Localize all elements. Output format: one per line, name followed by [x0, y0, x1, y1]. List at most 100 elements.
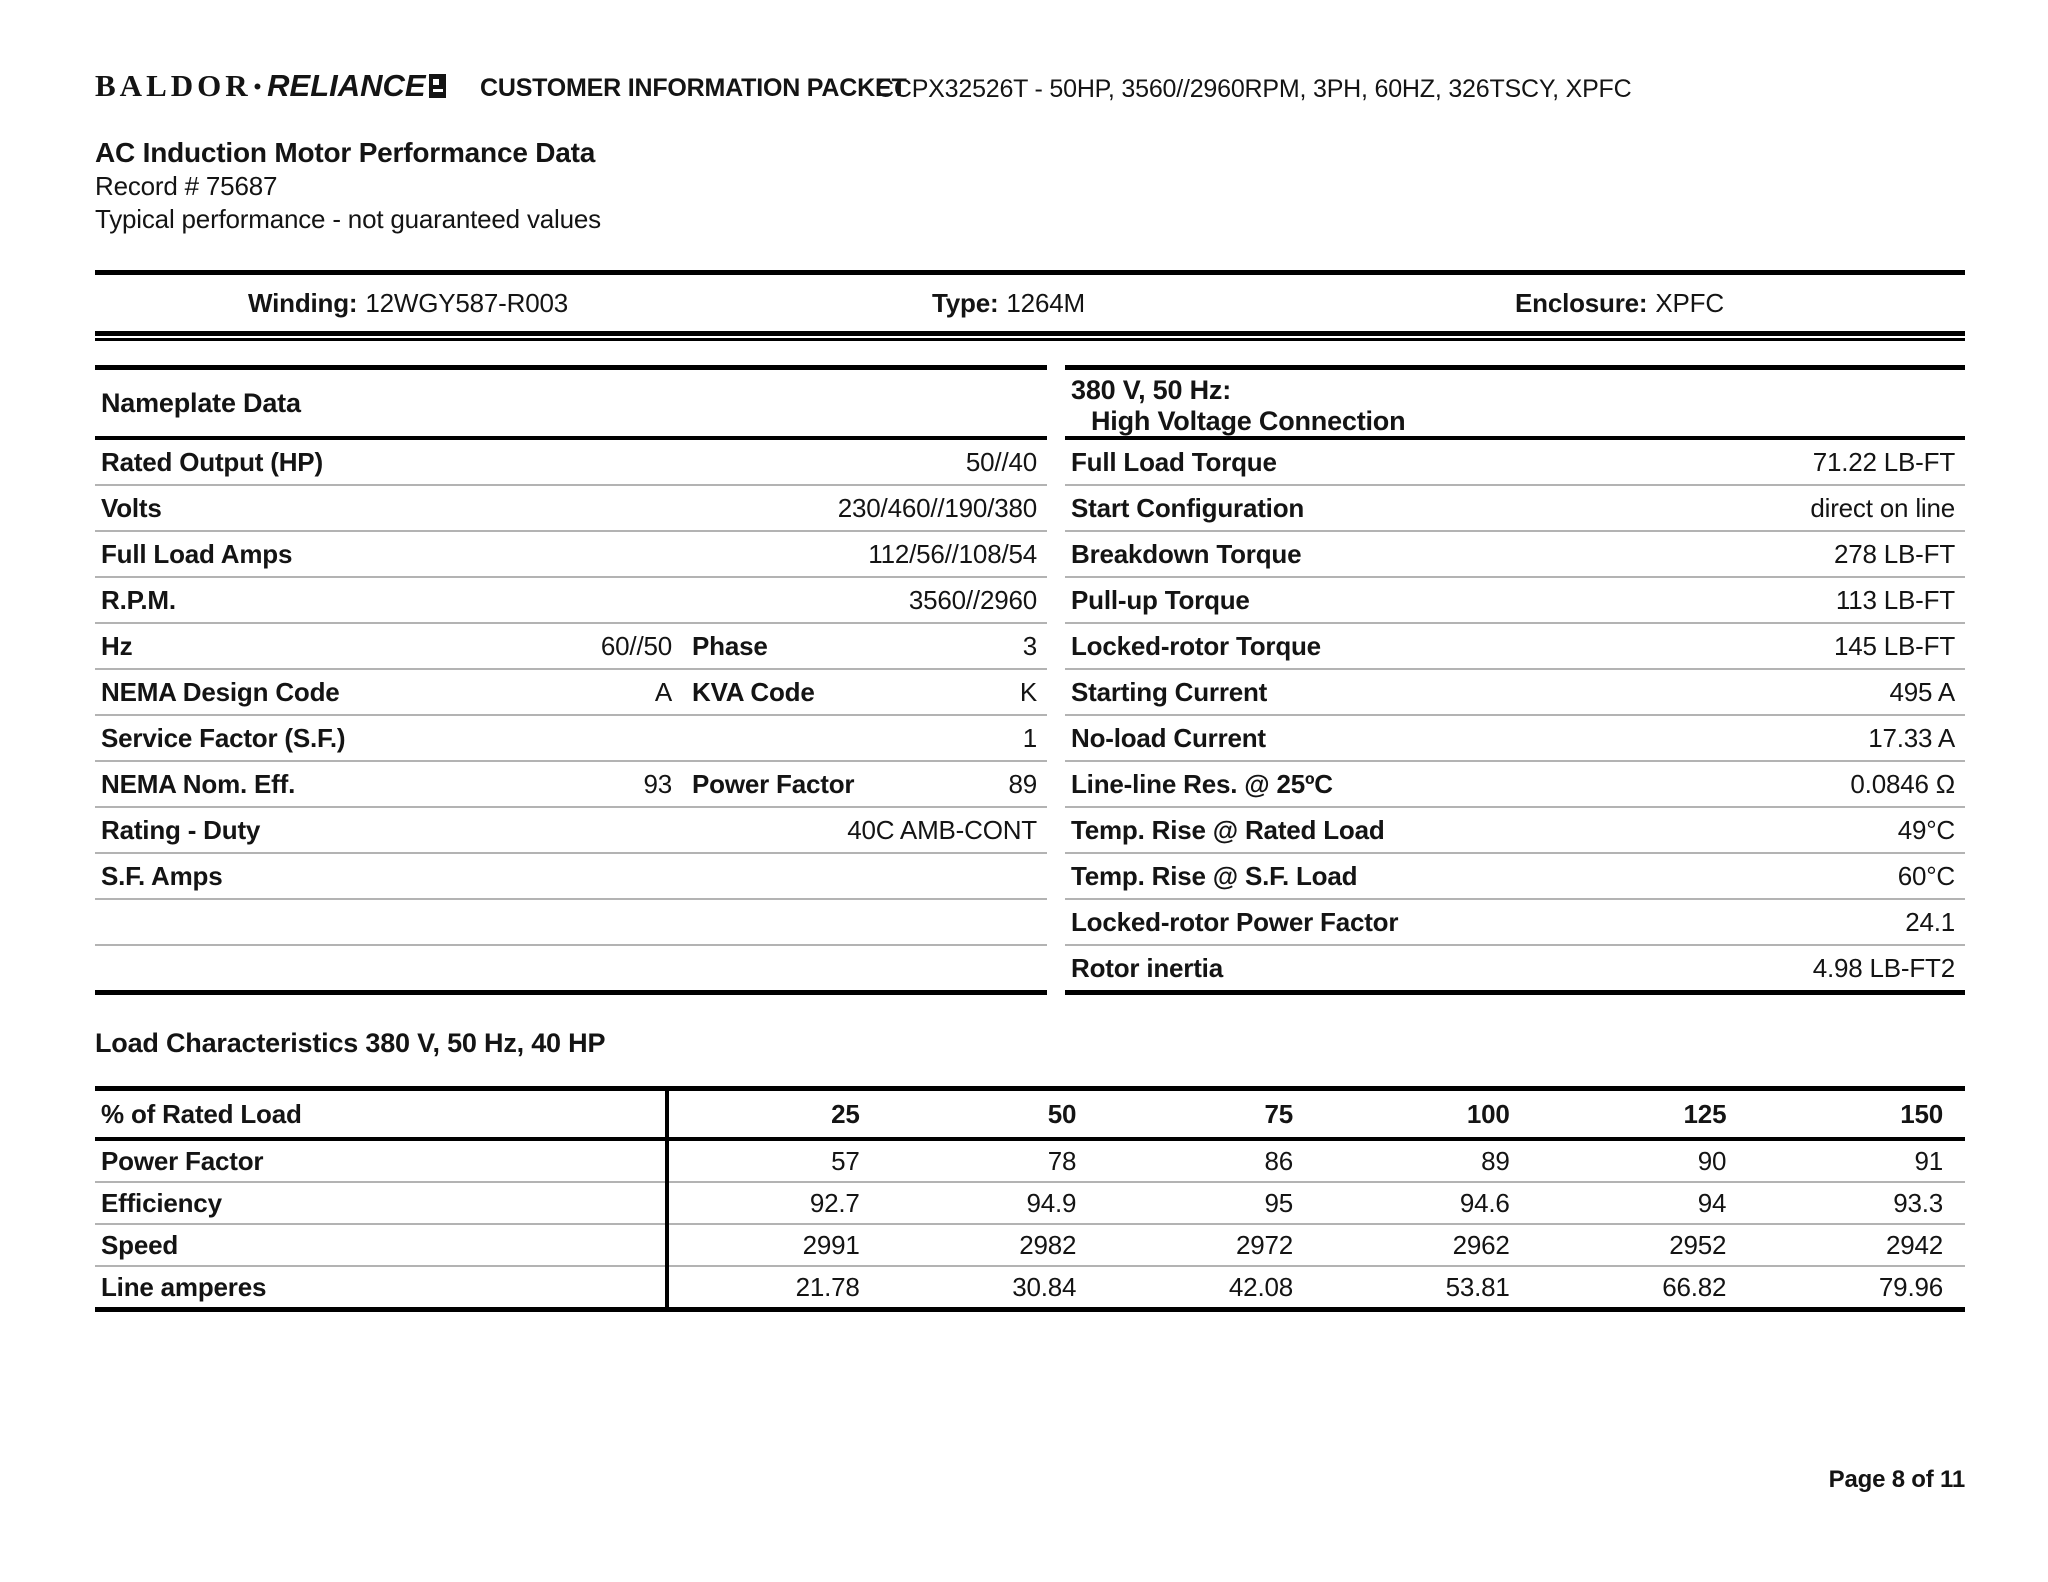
cell-value: 57: [831, 1145, 860, 1176]
row-label: Locked-rotor Torque: [1071, 630, 1321, 661]
table-row: Rating - Duty 40C AMB-CONT: [95, 806, 1047, 852]
table-row: Start Configuration direct on line: [1065, 484, 1965, 530]
winding-field: Winding: 12WGY587-R003: [248, 275, 568, 331]
data-tables: Nameplate Data Rated Output (HP) 50//40 …: [95, 365, 1965, 995]
row-value: 40C AMB-CONT: [847, 814, 1037, 845]
logo-dot-icon: •: [253, 74, 262, 99]
cell-value: 95: [1264, 1187, 1293, 1218]
row-value: 89: [1008, 768, 1037, 799]
table-row: Full Load Torque 71.22 LB-FT: [1065, 440, 1965, 484]
row-label: Rotor inertia: [1071, 952, 1223, 983]
cell-value: 90: [1697, 1145, 1727, 1176]
table-row: Temp. Rise @ S.F. Load 60°C: [1065, 852, 1965, 898]
row-value: 49°C: [1897, 814, 1955, 845]
row-value: K: [1019, 676, 1037, 707]
page-number: Page 8 of 11: [1828, 1466, 1966, 1493]
row-label: S.F. Amps: [101, 860, 223, 891]
column-header: 100: [1466, 1098, 1510, 1129]
column-header: 50: [1047, 1098, 1077, 1129]
table-row: Hz 60//50 Phase 3: [95, 622, 1047, 668]
row-value: 278 LB-FT: [1833, 538, 1955, 569]
row-label: Start Configuration: [1071, 492, 1305, 523]
row-label: Pull-up Torque: [1071, 584, 1250, 615]
row-value: 3560//2960: [908, 584, 1037, 615]
row-value: 93: [643, 768, 672, 799]
row-label: Volts: [101, 492, 162, 523]
cell-value: 66.82: [1662, 1271, 1727, 1302]
row-label: Temp. Rise @ S.F. Load: [1071, 860, 1358, 891]
registered-mark-icon: [428, 74, 446, 98]
winding-summary-bar: Winding: 12WGY587-R003 Type: 1264M Enclosu…: [95, 270, 1965, 341]
logo-baldor-text: BALDOR: [95, 68, 252, 103]
cell-value: 2962: [1452, 1229, 1510, 1260]
row-value: 17.33 A: [1868, 722, 1955, 753]
table-row: S.F. Amps: [95, 852, 1047, 898]
row-label: Full Load Torque: [1071, 446, 1277, 477]
row-value: 1: [1022, 722, 1037, 753]
table-row: [95, 898, 1047, 944]
row-label: No-load Current: [1071, 722, 1266, 753]
column-header: 75: [1264, 1098, 1293, 1129]
table-row: No-load Current 17.33 A: [1065, 714, 1965, 760]
row-value: 113 LB-FT: [1835, 584, 1955, 615]
cell-value: 21.78: [795, 1271, 860, 1302]
table-row: [95, 944, 1047, 990]
table-row: Speed 2991 2982 2972 2962 2952 2942: [95, 1223, 1965, 1265]
column-header: % of Rated Load: [101, 1098, 302, 1129]
table-row: NEMA Design Code A KVA Code K: [95, 668, 1047, 714]
nameplate-table: Nameplate Data Rated Output (HP) 50//40 …: [95, 365, 1047, 995]
row-value: 0.0846 Ω: [1850, 768, 1955, 799]
type-label: Type:: [932, 288, 999, 318]
row-value: 145 LB-FT: [1833, 630, 1955, 661]
row-label: Power Factor: [692, 768, 855, 799]
hv-title-line2: High Voltage Connection: [1091, 406, 1406, 436]
record-number: Record # 75687: [95, 171, 278, 201]
winding-label: Winding:: [248, 288, 358, 318]
row-label: Line amperes: [101, 1271, 267, 1302]
load-characteristics-title: Load Characteristics 380 V, 50 Hz, 40 HP: [95, 1028, 606, 1058]
row-label: Locked-rotor Power Factor: [1071, 906, 1399, 937]
packet-title: CUSTOMER INFORMATION PACKET: [480, 74, 907, 102]
cell-value: 93.3: [1893, 1187, 1943, 1218]
cell-value: 2982: [1019, 1229, 1077, 1260]
cell-value: 94.9: [1026, 1187, 1077, 1218]
row-value: 112/56//108/54: [868, 538, 1037, 569]
row-value: direct on line: [1810, 492, 1955, 523]
table-row: Breakdown Torque 278 LB-FT: [1065, 530, 1965, 576]
table-row: Rotor inertia 4.98 LB-FT2: [1065, 944, 1965, 990]
cell-value: 30.84: [1012, 1271, 1077, 1302]
table-row: Efficiency 92.7 94.9 95 94.6 94 93.3: [95, 1181, 1965, 1223]
row-label: Power Factor: [101, 1145, 264, 1176]
row-label: Phase: [692, 630, 768, 661]
table-row: Locked-rotor Torque 145 LB-FT: [1065, 622, 1965, 668]
row-label: Rated Output (HP): [101, 446, 323, 477]
table-row: Full Load Amps 112/56//108/54: [95, 530, 1047, 576]
cell-value: 2991: [802, 1229, 860, 1260]
row-label: Breakdown Torque: [1071, 538, 1302, 569]
row-value: A: [654, 676, 672, 707]
table-row: Power Factor 57 78 86 89 90 91: [95, 1141, 1965, 1181]
row-label: Hz: [101, 630, 133, 661]
table-row: Locked-rotor Power Factor 24.1: [1065, 898, 1965, 944]
row-label: KVA Code: [692, 676, 815, 707]
high-voltage-table-title: 380 V, 50 Hz: High Voltage Connection: [1065, 370, 1965, 440]
table-row: Volts 230/460//190/380: [95, 484, 1047, 530]
column-header: 125: [1683, 1098, 1727, 1129]
cell-value: 89: [1481, 1145, 1510, 1176]
table-row: Line-line Res. @ 25ºC 0.0846 Ω: [1065, 760, 1965, 806]
type-field: Type: 1264M: [932, 275, 1085, 331]
row-label: Speed: [101, 1229, 179, 1260]
page-title: AC Induction Motor Performance Data: [95, 137, 596, 168]
table-row: Pull-up Torque 113 LB-FT: [1065, 576, 1965, 622]
row-value: 230/460//190/380: [837, 492, 1037, 523]
table-row: Service Factor (S.F.) 1: [95, 714, 1047, 760]
column-header: 150: [1900, 1098, 1943, 1129]
high-voltage-table: 380 V, 50 Hz: High Voltage Connection Fu…: [1065, 365, 1965, 995]
type-value: 1264M: [1006, 288, 1085, 318]
table-row: Temp. Rise @ Rated Load 49°C: [1065, 806, 1965, 852]
logo-reliance-text: RELIANCE: [267, 68, 426, 103]
cell-value: 42.08: [1228, 1271, 1293, 1302]
table-row: NEMA Nom. Eff. 93 Power Factor 89: [95, 760, 1047, 806]
row-value: 24.1: [1905, 906, 1955, 937]
row-label: Temp. Rise @ Rated Load: [1071, 814, 1385, 845]
